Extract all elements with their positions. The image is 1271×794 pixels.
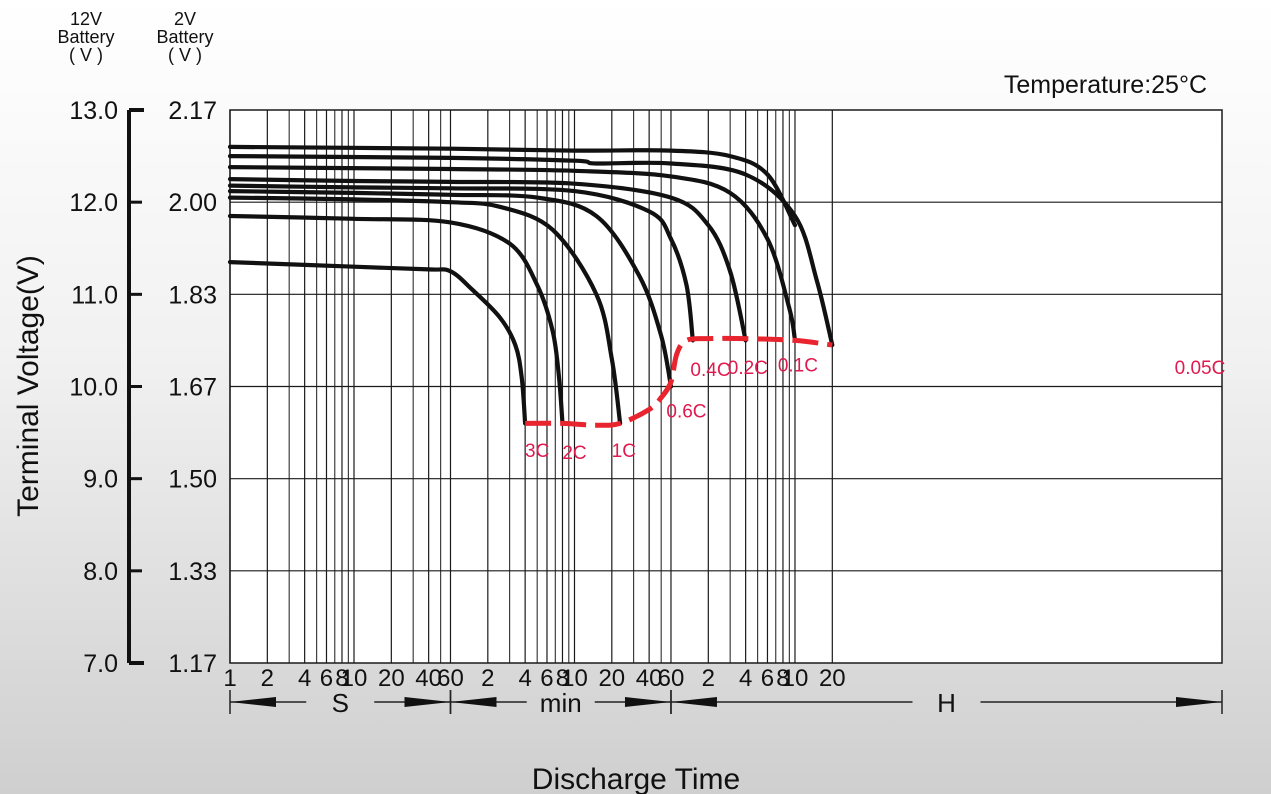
x-tick-label: 20 <box>378 665 405 692</box>
curve-label-0.2C: 0.2C <box>728 358 768 379</box>
x-tick-label: 1 <box>223 665 236 692</box>
x-axis-label: Discharge Time <box>532 763 740 794</box>
y-tick-label-2v: 2.17 <box>168 97 217 125</box>
y-tick-label-12v: 9.0 <box>83 466 118 494</box>
final-voltage-curve <box>525 335 833 428</box>
curve-2C <box>227 213 565 426</box>
curve-label-0.6C: 0.6C <box>666 402 706 423</box>
y-tick-label-12v: 13.0 <box>69 97 118 125</box>
y-tick-label-2v: 1.83 <box>168 281 217 309</box>
x-tick-label: 6 <box>320 665 333 692</box>
curve-1C <box>227 195 623 426</box>
segment-arrow-head-right <box>404 697 451 707</box>
curve-label-2C: 2C <box>562 443 586 464</box>
curve-label-0.1C: 0.1C <box>778 355 818 376</box>
y-axis: 13.0 2.17 12.0 2.00 11.0 1.83 10.0 1.67 9.0 1.50 8… <box>69 97 217 678</box>
header-2v-line: 2V <box>174 9 196 29</box>
header-2v-line: Battery <box>156 27 213 47</box>
y-tick-label-2v: 1.17 <box>168 650 217 678</box>
curve-0.1C <box>227 165 798 343</box>
temperature-annotation: Temperature:25°C <box>1004 71 1207 99</box>
x-tick-label: 40 <box>636 665 663 692</box>
x-tick-label: 6 <box>540 665 553 692</box>
x-tick-label: 10 <box>561 665 588 692</box>
x-segment-label: H <box>937 688 956 718</box>
header-12v-line: Battery <box>57 27 114 47</box>
y-tick-label-2v: 1.67 <box>168 374 217 402</box>
y-tick-label-12v: 7.0 <box>83 650 118 678</box>
curve-label-1C: 1C <box>612 441 636 462</box>
final-voltage-curve-group <box>525 335 833 428</box>
curve-label-0.05C: 0.05C <box>1175 358 1226 379</box>
segment-arrow-head-right <box>1176 697 1222 707</box>
x-tick-label: 2 <box>261 665 274 692</box>
curve-label-0.4C: 0.4C <box>690 360 730 381</box>
x-tick-label: 60 <box>437 665 464 692</box>
x-tick-label: 8 <box>776 665 789 692</box>
x-tick-label: 8 <box>556 665 569 692</box>
curve-labels: 3C 2C 1C 0.6C 0.4C0.2C 0.1C 0.05C <box>525 355 1225 464</box>
x-tick-label: 6 <box>761 665 774 692</box>
y-tick-label-12v: 11.0 <box>71 281 118 309</box>
curve-0.2C <box>227 177 748 343</box>
x-tick-label: 8 <box>335 665 348 692</box>
x-tick-label: 20 <box>598 665 625 692</box>
header-12v-line: ( V ) <box>69 45 103 65</box>
x-tick-label: 10 <box>341 665 368 692</box>
y-tick-label-2v: 1.33 <box>168 558 217 586</box>
y-tick-label-12v: 8.0 <box>83 558 118 586</box>
segment-arrow-head-left <box>670 697 717 707</box>
header-2v-line: ( V ) <box>168 45 202 65</box>
x-tick-label: 4 <box>298 665 311 692</box>
x-tick-label: 60 <box>658 665 685 692</box>
x-tick-label: 2 <box>702 665 715 692</box>
curve-3C <box>227 260 528 426</box>
x-segment-label: min <box>540 688 582 718</box>
y-tick-label-2v: 2.00 <box>168 189 217 217</box>
x-tick-label: 4 <box>739 665 752 692</box>
y-tick-label-12v: 10.0 <box>69 374 118 402</box>
y-tick-label-2v: 1.50 <box>168 466 217 494</box>
curve-extra <box>227 144 798 228</box>
x-tick-label: 40 <box>415 665 442 692</box>
y-axis-label: Terminal Voltage(V) <box>12 255 45 517</box>
curve-label-3C: 3C <box>525 441 549 462</box>
curve-0.05C <box>227 154 835 348</box>
discharge-curves <box>227 144 835 426</box>
x-tick-label: 10 <box>782 665 809 692</box>
header-12v-line: 12V <box>70 9 102 29</box>
curve-0.4C <box>227 183 695 343</box>
x-tick-label: 4 <box>518 665 531 692</box>
y-tick-label-12v: 12.0 <box>69 189 118 217</box>
segment-arrow-head-right <box>624 697 671 707</box>
x-tick-label: 2 <box>481 665 494 692</box>
segment-arrow-head-left <box>450 697 497 707</box>
segment-arrow-head-left <box>230 697 276 707</box>
curve-0.6C <box>227 189 674 389</box>
x-segment-label: S <box>332 688 349 718</box>
x-tick-label: 20 <box>819 665 846 692</box>
